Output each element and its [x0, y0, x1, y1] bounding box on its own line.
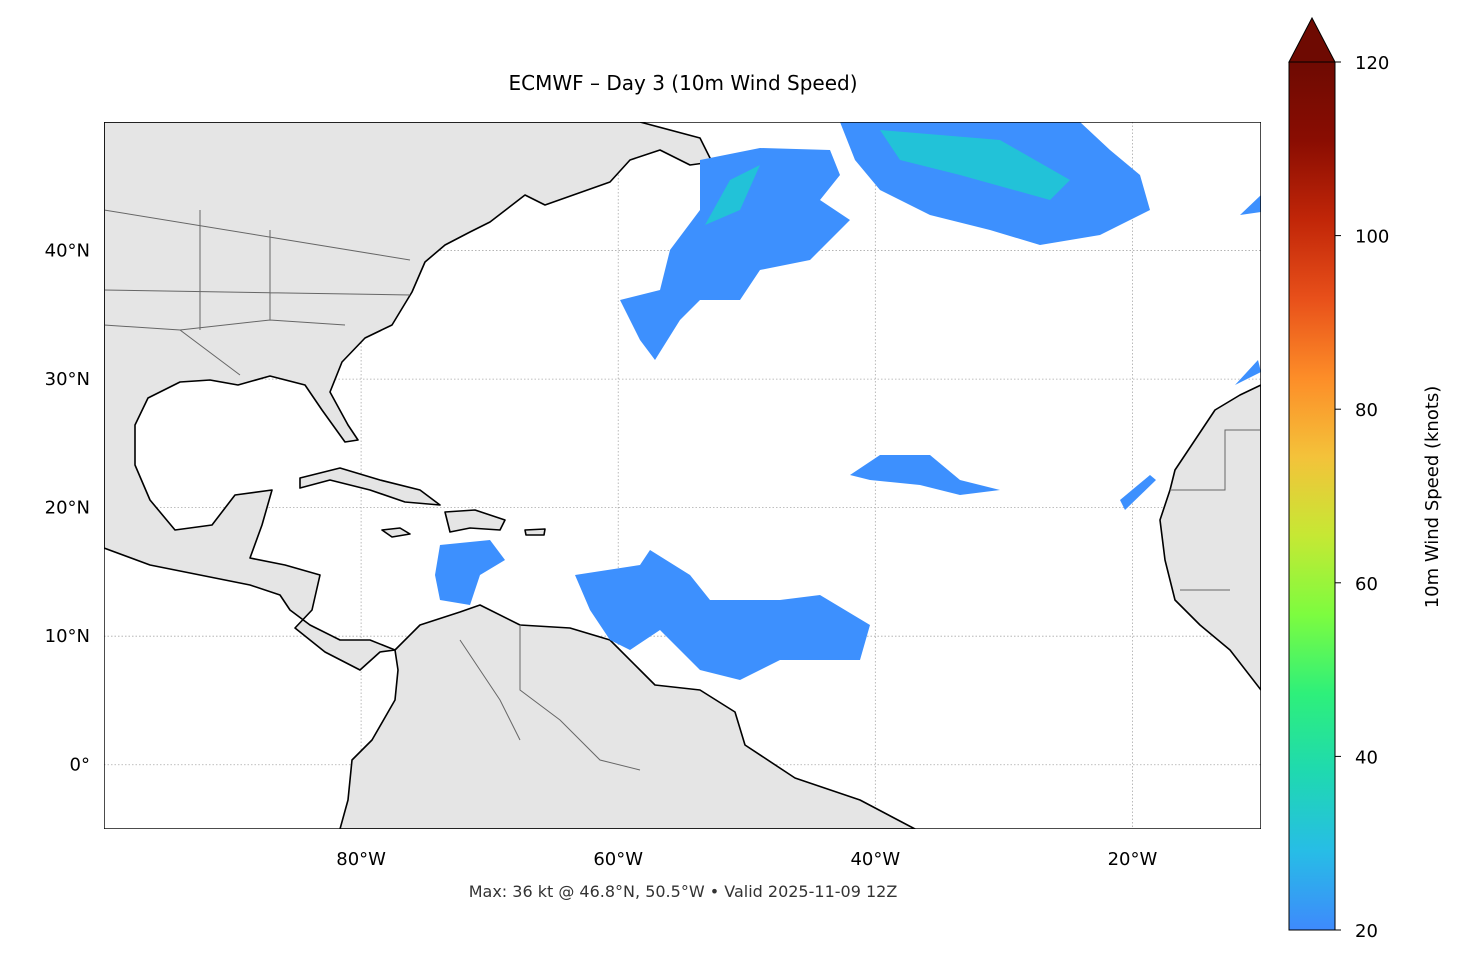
lon-tick-label: 80°W	[336, 849, 386, 870]
lon-tick-label: 20°W	[1108, 849, 1158, 870]
lon-tick-label: 40°W	[850, 849, 900, 870]
lat-tick-label: 0°	[70, 755, 90, 776]
colorbar-tick-label: 40	[1355, 747, 1378, 768]
lon-tick-label: 60°W	[593, 849, 643, 870]
colorbar-tick-label: 20	[1355, 921, 1378, 942]
lat-tick-label: 20°N	[45, 498, 90, 519]
south-america	[339, 604, 916, 829]
colorbar-tick-label: 100	[1355, 227, 1389, 248]
cuba	[299, 467, 441, 506]
lat-tick-label: 30°N	[45, 369, 90, 390]
colorbar-extend	[1288, 16, 1336, 63]
wind-swath	[620, 148, 850, 360]
footer-note: Max: 36 kt @ 46.8°N, 50.5°W • Valid 2025…	[469, 882, 898, 901]
puerto-rico	[524, 528, 546, 536]
lat-tick-label: 10°N	[45, 626, 90, 647]
africa	[1159, 384, 1261, 691]
wind-swath	[575, 550, 870, 680]
hispaniola	[444, 509, 506, 533]
colorbar-tick-label: 80	[1355, 400, 1378, 421]
colorbar-label: 10m Wind Speed (knots)	[1422, 386, 1443, 609]
lat-tick-label: 40°N	[45, 241, 90, 262]
wind-swath	[850, 455, 1000, 495]
colorbar-scale	[1288, 61, 1336, 931]
country-borders	[104, 209, 1261, 771]
jamaica	[381, 527, 411, 538]
north-america	[104, 122, 713, 671]
map-title: ECMWF – Day 3 (10m Wind Speed)	[509, 71, 858, 95]
map-area	[104, 122, 1261, 829]
wind-swath	[880, 130, 1070, 200]
colorbar-tick-label: 60	[1355, 574, 1378, 595]
colorbar: 10m Wind Speed (knots) 20 40 60 80 100 120	[1288, 16, 1443, 942]
colorbar-tick-label: 120	[1355, 53, 1389, 74]
wind-swath	[435, 540, 505, 605]
axis-ticks: 80°W 60°W 40°W 20°W 0° 10°N 20°N 30°N 40°N	[45, 241, 1158, 870]
wind-swath	[705, 165, 760, 225]
